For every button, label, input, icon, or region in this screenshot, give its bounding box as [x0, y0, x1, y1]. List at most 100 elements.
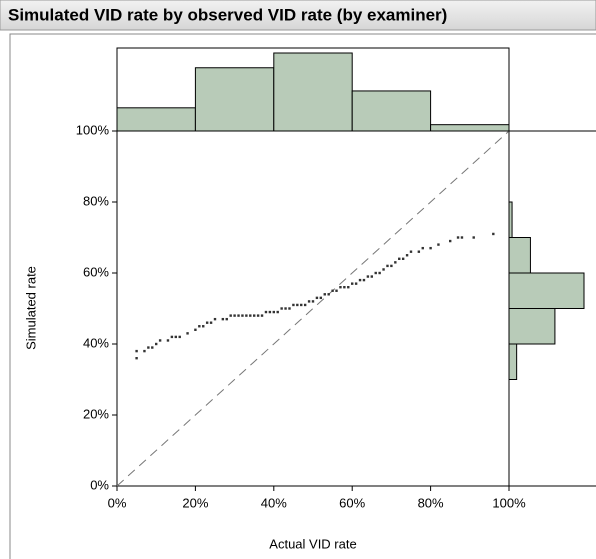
point	[170, 335, 174, 339]
point	[315, 296, 319, 300]
title-bar	[0, 0, 596, 31]
histogram-bar	[508, 272, 585, 309]
point	[186, 332, 189, 335]
y-tick-label: 20%	[83, 406, 109, 421]
point	[158, 339, 162, 342]
point	[241, 314, 244, 317]
point	[151, 346, 154, 349]
chart-title: Simulated VID rate by observed VID rate …	[8, 5, 447, 24]
point	[256, 314, 260, 317]
histogram-bar	[508, 201, 513, 238]
point	[194, 328, 197, 331]
point	[260, 314, 264, 317]
point	[213, 317, 217, 321]
x-tick-label: 20%	[182, 495, 208, 510]
x-tick-label: 80%	[418, 495, 444, 510]
point	[390, 264, 393, 268]
point	[143, 349, 146, 353]
point	[429, 246, 432, 250]
point	[300, 303, 303, 307]
point	[417, 250, 421, 253]
point	[382, 268, 385, 271]
point	[233, 314, 236, 317]
y-axis-label: Simulated rate	[23, 266, 38, 350]
point	[174, 335, 177, 339]
point	[366, 275, 370, 278]
point	[421, 246, 424, 250]
histogram-bar	[351, 90, 432, 132]
point	[296, 303, 299, 307]
point	[135, 349, 138, 353]
point	[311, 300, 315, 303]
point	[280, 307, 283, 310]
x-tick-label: 60%	[339, 495, 365, 510]
point	[327, 293, 330, 296]
point	[401, 257, 405, 260]
point	[268, 310, 272, 314]
point	[335, 289, 338, 292]
y-tick-label: 0%	[90, 477, 109, 492]
y-tick-label: 60%	[83, 264, 109, 279]
point	[237, 314, 240, 317]
point	[292, 303, 295, 307]
point	[358, 278, 362, 282]
histogram-bar	[194, 67, 275, 132]
point	[178, 335, 181, 339]
point	[253, 314, 256, 317]
y-tick-label: 40%	[83, 335, 109, 350]
x-axis-label: Actual VID rate	[269, 536, 356, 551]
point	[472, 236, 475, 239]
point	[331, 289, 334, 292]
histogram-bar	[116, 107, 196, 132]
point	[351, 282, 354, 285]
point	[354, 282, 358, 285]
point	[198, 325, 201, 328]
point	[362, 278, 366, 282]
point	[245, 314, 248, 317]
point	[343, 286, 346, 289]
point	[437, 243, 440, 246]
point	[460, 236, 464, 239]
panel-border	[9, 33, 596, 559]
histogram-bar	[508, 308, 556, 345]
point	[307, 300, 311, 303]
point	[378, 271, 381, 275]
point	[209, 321, 213, 324]
point	[135, 357, 138, 360]
point	[405, 254, 409, 257]
histogram-bar	[508, 343, 518, 380]
reference-line	[116, 130, 510, 487]
point	[409, 250, 413, 253]
point	[449, 239, 452, 243]
point	[339, 286, 342, 289]
y-tick-label: 80%	[83, 193, 109, 208]
point	[456, 236, 460, 239]
point	[374, 271, 377, 275]
point	[386, 264, 389, 268]
histogram-bar	[430, 124, 510, 132]
point	[155, 342, 158, 346]
point	[166, 339, 170, 342]
point	[398, 257, 401, 260]
x-tick-label: 0%	[108, 495, 127, 510]
histogram-bar	[273, 52, 353, 132]
point	[288, 307, 291, 310]
point	[147, 346, 150, 349]
point	[276, 310, 279, 314]
point	[221, 317, 225, 321]
x-tick-label: 40%	[261, 495, 287, 510]
point	[229, 314, 232, 317]
x-tick-label: 100%	[492, 495, 526, 510]
point	[264, 310, 268, 314]
point	[319, 296, 323, 300]
point	[249, 314, 252, 317]
y-tick-label: 100%	[76, 122, 110, 137]
point	[284, 307, 287, 310]
point	[347, 286, 350, 289]
point	[370, 275, 373, 278]
point	[323, 293, 326, 296]
point	[202, 325, 205, 328]
point	[225, 317, 228, 321]
